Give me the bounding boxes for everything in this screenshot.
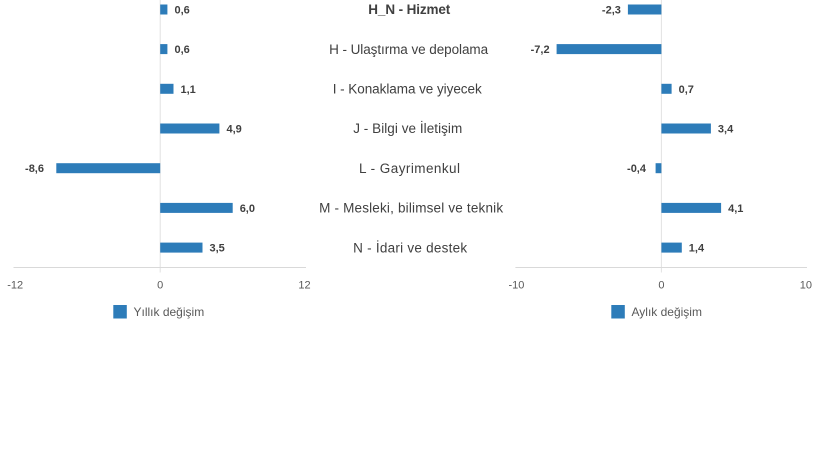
- svg-text:H - Ulaştırma ve depolama: H - Ulaştırma ve depolama: [329, 42, 488, 57]
- svg-text:M - Mesleki, bilimsel ve tekni: M - Mesleki, bilimsel ve teknik: [319, 201, 503, 216]
- svg-text:3,5: 3,5: [210, 243, 225, 255]
- svg-text:Aylık değişim: Aylık değişim: [632, 305, 702, 319]
- svg-text:-10: -10: [508, 279, 524, 291]
- svg-text:0: 0: [157, 279, 163, 291]
- svg-text:L - Gayrimenkul: L - Gayrimenkul: [359, 161, 460, 176]
- svg-text:-0,4: -0,4: [627, 163, 647, 175]
- svg-text:4,1: 4,1: [728, 203, 743, 215]
- svg-text:1,4: 1,4: [689, 243, 705, 255]
- svg-text:10: 10: [800, 279, 812, 291]
- svg-text:12: 12: [298, 279, 310, 291]
- svg-text:0,6: 0,6: [175, 44, 190, 56]
- svg-text:H_N - Hizmet: H_N - Hizmet: [368, 2, 451, 17]
- svg-text:1,1: 1,1: [181, 84, 196, 96]
- svg-text:J - Bilgi ve İletişim: J - Bilgi ve İletişim: [353, 121, 462, 136]
- svg-text:-7,2: -7,2: [531, 44, 550, 56]
- svg-text:0,7: 0,7: [679, 84, 694, 96]
- svg-text:-12: -12: [7, 279, 23, 291]
- svg-text:0: 0: [658, 279, 664, 291]
- svg-text:I - Konaklama ve yiyecek: I - Konaklama ve yiyecek: [333, 82, 482, 97]
- svg-text:3,4: 3,4: [718, 124, 734, 136]
- svg-text:0,6: 0,6: [175, 4, 190, 16]
- svg-text:N - İdari ve destek: N - İdari ve destek: [353, 240, 467, 255]
- svg-text:-2,3: -2,3: [602, 4, 621, 16]
- svg-text:6,0: 6,0: [240, 203, 255, 215]
- svg-text:4,9: 4,9: [227, 124, 242, 136]
- svg-text:-8,6: -8,6: [25, 163, 44, 175]
- svg-text:Yıllık değişim: Yıllık değişim: [134, 305, 205, 319]
